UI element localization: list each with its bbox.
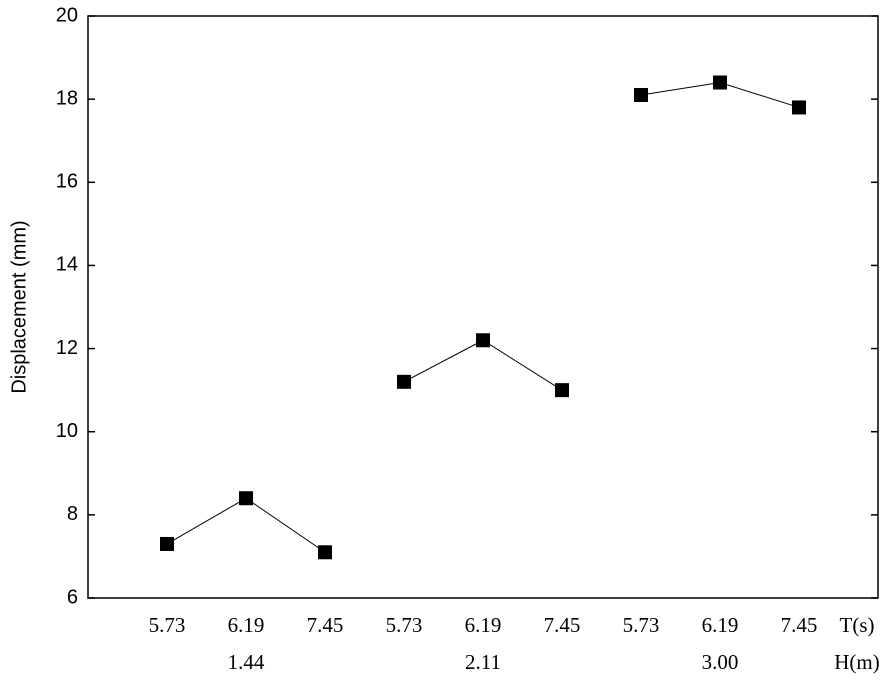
y-tick-label: 20 [56,4,78,26]
data-point [555,383,569,398]
x-tick-label: 5.73 [386,613,423,637]
y-tick-label: 6 [67,586,78,608]
data-point [634,87,648,102]
data-point [792,100,806,115]
x-tick-label: 5.73 [623,613,660,637]
group-label: 3.00 [702,650,739,674]
data-point [476,333,490,348]
x-inner-label: T(s) [840,613,875,637]
x-tick-label: 6.19 [465,613,502,637]
group-label: 2.11 [465,650,501,674]
x-tick-label: 6.19 [228,613,265,637]
group-label: 1.44 [228,650,265,674]
y-axis-label: Displacement (mm) [8,220,30,393]
y-tick-label: 8 [67,503,78,525]
data-point [397,374,411,389]
x-tick-label: 7.45 [307,613,344,637]
x-outer-label: H(m) [834,650,880,674]
data-point [160,536,174,551]
data-point [239,491,253,506]
y-tick-label: 12 [56,337,78,359]
x-tick-label: 7.45 [781,613,818,637]
series-line [166,497,326,553]
x-tick-label: 6.19 [702,613,739,637]
data-point [318,545,332,560]
x-tick-label: 5.73 [149,613,186,637]
y-tick-label: 16 [56,171,78,193]
plot-frame [87,15,879,599]
y-tick-label: 10 [56,420,78,442]
y-tick-label: 14 [56,254,78,276]
series-line [403,339,563,391]
y-tick-label: 18 [56,87,78,109]
data-point [713,75,727,90]
x-tick-label: 7.45 [544,613,581,637]
